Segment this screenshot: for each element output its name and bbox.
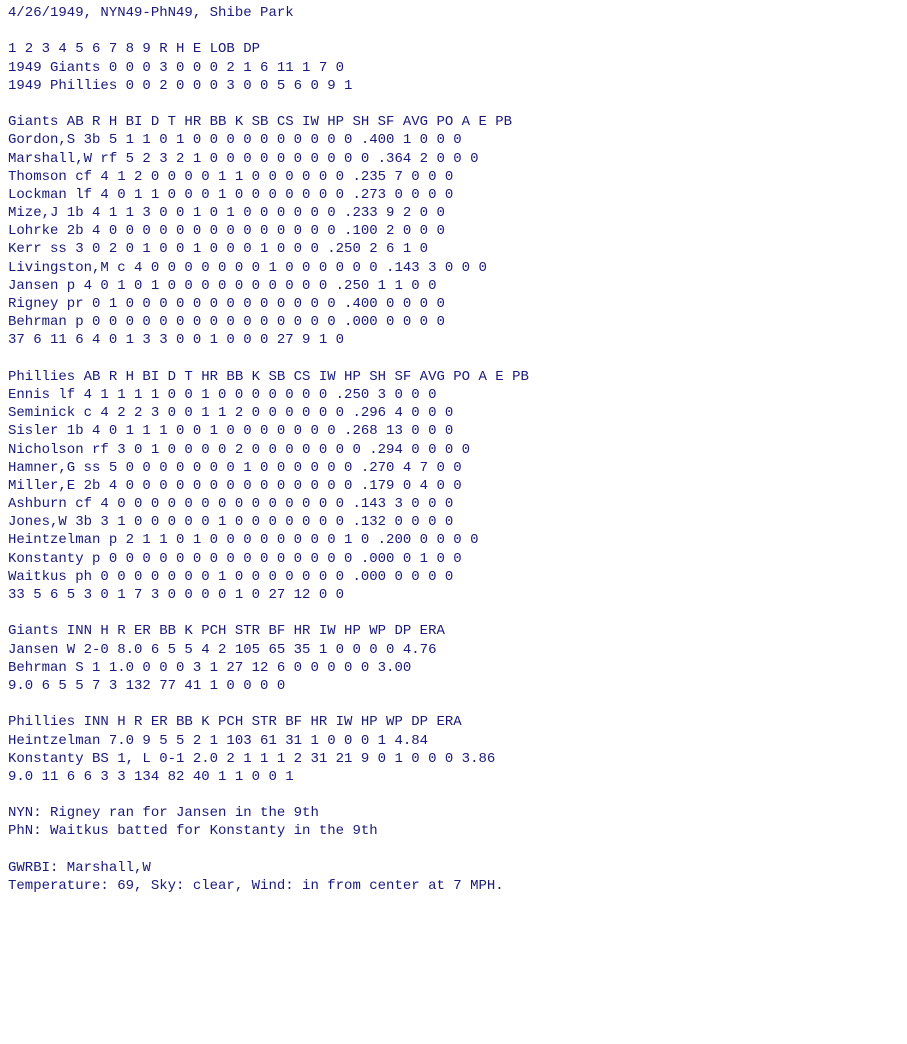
text-line: 4/26/1949, NYN49-PhN49, Shibe Park <box>8 4 899 22</box>
text-line: Ennis lf 4 1 1 1 1 0 0 1 0 0 0 0 0 0 0 .… <box>8 386 899 404</box>
text-line: 1 2 3 4 5 6 7 8 9 R H E LOB DP <box>8 40 899 58</box>
text-line: Kerr ss 3 0 2 0 1 0 0 1 0 0 0 1 0 0 0 .2… <box>8 240 899 258</box>
text-line: PhN: Waitkus batted for Konstanty in the… <box>8 822 899 840</box>
text-line <box>8 350 899 368</box>
text-line: Giants INN H R ER BB K PCH STR BF HR IW … <box>8 622 899 640</box>
text-line: Giants AB R H BI D T HR BB K SB CS IW HP… <box>8 113 899 131</box>
text-line <box>8 95 899 113</box>
text-line: 33 5 6 5 3 0 1 7 3 0 0 0 0 1 0 27 12 0 0 <box>8 586 899 604</box>
text-line: Gordon,S 3b 5 1 1 0 1 0 0 0 0 0 0 0 0 0 … <box>8 131 899 149</box>
text-line: Sisler 1b 4 0 1 1 1 0 0 1 0 0 0 0 0 0 0 … <box>8 422 899 440</box>
text-line: Miller,E 2b 4 0 0 0 0 0 0 0 0 0 0 0 0 0 … <box>8 477 899 495</box>
text-line: Jones,W 3b 3 1 0 0 0 0 0 1 0 0 0 0 0 0 0… <box>8 513 899 531</box>
text-line: Lohrke 2b 4 0 0 0 0 0 0 0 0 0 0 0 0 0 0 … <box>8 222 899 240</box>
text-line: Mize,J 1b 4 1 1 3 0 0 1 0 1 0 0 0 0 0 0 … <box>8 204 899 222</box>
text-line: Seminick c 4 2 2 3 0 0 1 1 2 0 0 0 0 0 0… <box>8 404 899 422</box>
text-line: Ashburn cf 4 0 0 0 0 0 0 0 0 0 0 0 0 0 0… <box>8 495 899 513</box>
boxscore: 4/26/1949, NYN49-PhN49, Shibe Park 1 2 3… <box>8 4 899 895</box>
text-line: Jansen W 2-0 8.0 6 5 5 4 2 105 65 35 1 0… <box>8 641 899 659</box>
text-line: Behrman p 0 0 0 0 0 0 0 0 0 0 0 0 0 0 0 … <box>8 313 899 331</box>
text-line: Behrman S 1 1.0 0 0 0 3 1 27 12 6 0 0 0 … <box>8 659 899 677</box>
text-line: 37 6 11 6 4 0 1 3 3 0 0 1 0 0 0 27 9 1 0 <box>8 331 899 349</box>
text-line: Phillies INN H R ER BB K PCH STR BF HR I… <box>8 713 899 731</box>
text-line: Livingston,M c 4 0 0 0 0 0 0 0 1 0 0 0 0… <box>8 259 899 277</box>
text-line: Konstanty BS 1, L 0-1 2.0 2 1 1 1 2 31 2… <box>8 750 899 768</box>
text-line: Marshall,W rf 5 2 3 2 1 0 0 0 0 0 0 0 0 … <box>8 150 899 168</box>
text-line <box>8 695 899 713</box>
text-line: Thomson cf 4 1 2 0 0 0 0 1 1 0 0 0 0 0 0… <box>8 168 899 186</box>
text-line <box>8 786 899 804</box>
text-line: Konstanty p 0 0 0 0 0 0 0 0 0 0 0 0 0 0 … <box>8 550 899 568</box>
text-line: Waitkus ph 0 0 0 0 0 0 0 1 0 0 0 0 0 0 0… <box>8 568 899 586</box>
text-line <box>8 604 899 622</box>
text-line: Temperature: 69, Sky: clear, Wind: in fr… <box>8 877 899 895</box>
text-line: Lockman lf 4 0 1 1 0 0 0 1 0 0 0 0 0 0 0… <box>8 186 899 204</box>
text-line: 1949 Phillies 0 0 2 0 0 0 3 0 0 5 6 0 9 … <box>8 77 899 95</box>
text-line: 9.0 6 5 5 7 3 132 77 41 1 0 0 0 0 <box>8 677 899 695</box>
text-line: Heintzelman 7.0 9 5 5 2 1 103 61 31 1 0 … <box>8 732 899 750</box>
text-line: Heintzelman p 2 1 1 0 1 0 0 0 0 0 0 0 0 … <box>8 531 899 549</box>
text-line: GWRBI: Marshall,W <box>8 859 899 877</box>
text-line: Jansen p 4 0 1 0 1 0 0 0 0 0 0 0 0 0 0 .… <box>8 277 899 295</box>
text-line: Rigney pr 0 1 0 0 0 0 0 0 0 0 0 0 0 0 0 … <box>8 295 899 313</box>
text-line: 9.0 11 6 6 3 3 134 82 40 1 1 0 0 1 <box>8 768 899 786</box>
text-line: 1949 Giants 0 0 0 3 0 0 0 2 1 6 11 1 7 0 <box>8 59 899 77</box>
text-line: Phillies AB R H BI D T HR BB K SB CS IW … <box>8 368 899 386</box>
text-line <box>8 22 899 40</box>
text-line: Hamner,G ss 5 0 0 0 0 0 0 0 1 0 0 0 0 0 … <box>8 459 899 477</box>
text-line: NYN: Rigney ran for Jansen in the 9th <box>8 804 899 822</box>
text-line: Nicholson rf 3 0 1 0 0 0 0 2 0 0 0 0 0 0… <box>8 441 899 459</box>
text-line <box>8 841 899 859</box>
